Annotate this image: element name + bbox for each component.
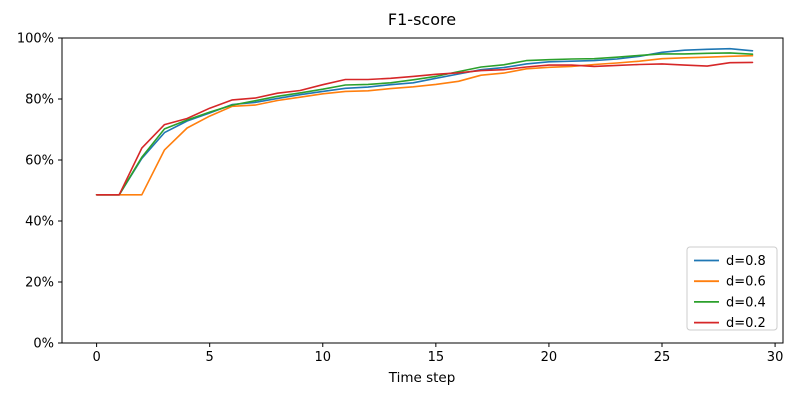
y-axis-ticks: 0% 20% 40% 60% 80% 100% [17, 32, 62, 352]
y-tick-label: 60% [25, 154, 54, 169]
series-lines [95, 47, 754, 196]
legend-entry-label: d=0.8 [726, 254, 766, 269]
x-tick-label: 20 [541, 350, 558, 365]
legend-box: d=0.8 d=0.6 d=0.4 d=0.2 [686, 246, 778, 331]
x-tick-label: 10 [314, 350, 331, 365]
x-axis-label: Time step [388, 370, 456, 386]
x-tick-label: 5 [206, 350, 214, 365]
chart-title: F1-score [388, 10, 456, 29]
y-tick-label: 0% [33, 337, 54, 352]
plot-area [61, 37, 784, 344]
series-line-d=0.6 [95, 54, 754, 196]
x-tick-label: 25 [654, 350, 671, 365]
y-tick-label: 80% [25, 93, 54, 108]
series-line-d=0.2 [95, 61, 754, 196]
legend-entry-label: d=0.6 [726, 275, 766, 290]
x-axis-ticks: 0 5 10 15 20 25 30 [92, 343, 783, 365]
x-tick-label: 15 [428, 350, 445, 365]
x-tick-label: 30 [767, 350, 784, 365]
x-tick-label: 0 [92, 350, 100, 365]
axes-frame [61, 37, 784, 344]
series-line-d=0.4 [95, 52, 754, 196]
legend-entry-label: d=0.4 [726, 295, 766, 310]
y-tick-label: 100% [17, 32, 54, 47]
legend-entry-label: d=0.2 [726, 316, 766, 331]
y-tick-label: 40% [25, 215, 54, 230]
y-tick-label: 20% [25, 276, 54, 291]
legend-frame [686, 246, 778, 331]
